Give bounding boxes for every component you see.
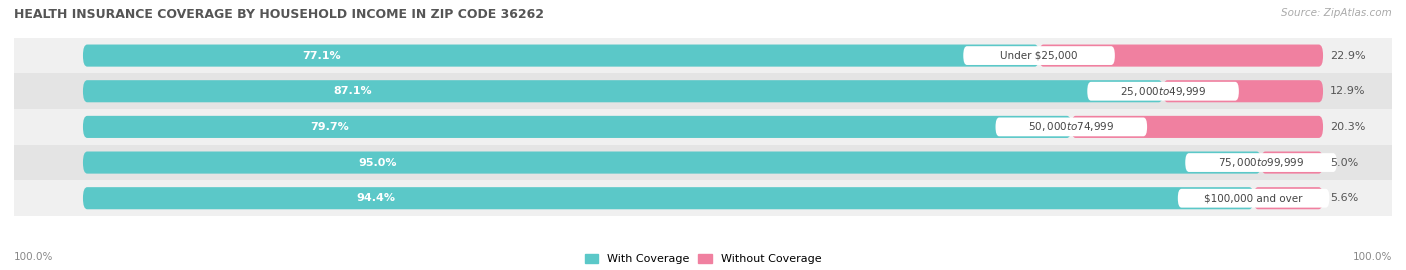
- Bar: [14, 145, 1392, 180]
- Text: $75,000 to $99,999: $75,000 to $99,999: [1218, 156, 1305, 169]
- Bar: [14, 109, 1392, 145]
- Text: $25,000 to $49,999: $25,000 to $49,999: [1121, 85, 1206, 98]
- FancyBboxPatch shape: [1163, 80, 1323, 102]
- Bar: [14, 38, 1392, 73]
- FancyBboxPatch shape: [1071, 116, 1323, 138]
- FancyBboxPatch shape: [83, 187, 1254, 209]
- FancyBboxPatch shape: [1178, 189, 1330, 208]
- FancyBboxPatch shape: [83, 80, 1163, 102]
- Text: 20.3%: 20.3%: [1330, 122, 1365, 132]
- Text: 87.1%: 87.1%: [333, 86, 373, 96]
- FancyBboxPatch shape: [83, 116, 1071, 138]
- FancyBboxPatch shape: [995, 117, 1147, 136]
- Text: 100.0%: 100.0%: [14, 252, 53, 262]
- Text: 79.7%: 79.7%: [311, 122, 350, 132]
- Text: 94.4%: 94.4%: [356, 193, 395, 203]
- FancyBboxPatch shape: [1039, 45, 1323, 67]
- Text: 5.6%: 5.6%: [1330, 193, 1358, 203]
- FancyBboxPatch shape: [1185, 153, 1337, 172]
- Text: HEALTH INSURANCE COVERAGE BY HOUSEHOLD INCOME IN ZIP CODE 36262: HEALTH INSURANCE COVERAGE BY HOUSEHOLD I…: [14, 8, 544, 21]
- FancyBboxPatch shape: [1254, 187, 1323, 209]
- Text: 12.9%: 12.9%: [1330, 86, 1365, 96]
- Text: Source: ZipAtlas.com: Source: ZipAtlas.com: [1281, 8, 1392, 18]
- FancyBboxPatch shape: [1261, 151, 1323, 174]
- Text: 100.0%: 100.0%: [1353, 252, 1392, 262]
- FancyBboxPatch shape: [83, 45, 1039, 67]
- Text: 22.9%: 22.9%: [1330, 50, 1365, 60]
- Text: $100,000 and over: $100,000 and over: [1205, 193, 1303, 203]
- FancyBboxPatch shape: [963, 46, 1115, 65]
- FancyBboxPatch shape: [83, 151, 1261, 174]
- Text: 77.1%: 77.1%: [302, 50, 342, 60]
- Legend: With Coverage, Without Coverage: With Coverage, Without Coverage: [581, 249, 825, 269]
- Text: Under $25,000: Under $25,000: [1000, 50, 1078, 60]
- Text: $50,000 to $74,999: $50,000 to $74,999: [1028, 120, 1115, 133]
- Text: 95.0%: 95.0%: [359, 158, 396, 168]
- Text: 5.0%: 5.0%: [1330, 158, 1358, 168]
- FancyBboxPatch shape: [1087, 82, 1239, 101]
- Bar: [14, 73, 1392, 109]
- Bar: [14, 180, 1392, 216]
